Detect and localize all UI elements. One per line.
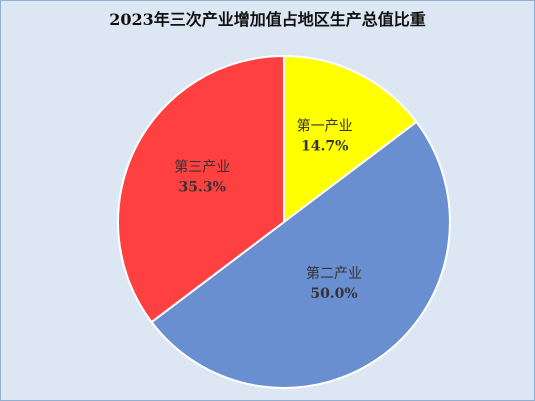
slice-label-1: 第一产业	[297, 117, 353, 134]
chart-title: 2023年三次产业增加值占地区生产总值比重	[109, 10, 426, 29]
pie-slice-1	[283, 54, 418, 225]
slice-value-1: 14.7%	[301, 138, 348, 154]
slice-label-2: 第二产业	[306, 265, 362, 282]
pie-slice-2	[150, 120, 451, 389]
slice-value-3: 35.3%	[179, 179, 226, 195]
slice-value-2: 50.0%	[310, 286, 357, 302]
slice-label-3: 第三产业	[174, 158, 230, 175]
pie-slice-3	[117, 54, 285, 324]
